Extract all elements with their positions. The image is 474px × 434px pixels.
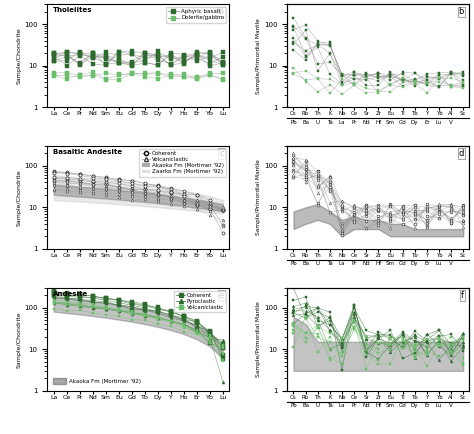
Legend: Aphyric basalt, Dolerite/gabbro: Aphyric basalt, Dolerite/gabbro: [165, 7, 227, 23]
Text: Akaoka Fm (Mortimer '92): Akaoka Fm (Mortimer '92): [69, 379, 141, 384]
Text: e: e: [219, 291, 224, 300]
Text: Tholeiites: Tholeiites: [53, 7, 92, 13]
Text: Andesite: Andesite: [53, 291, 88, 297]
Text: b: b: [458, 7, 464, 16]
Text: a: a: [219, 7, 224, 16]
Legend: Coherent, Pyroclastic, Volcaniclastic: Coherent, Pyroclastic, Volcaniclastic: [174, 291, 227, 312]
Y-axis label: Sample/Chondrite: Sample/Chondrite: [17, 311, 21, 368]
Y-axis label: Sample/Primordial Mantle: Sample/Primordial Mantle: [256, 301, 262, 377]
Text: Basaltic Andesite: Basaltic Andesite: [53, 149, 122, 155]
Y-axis label: Sample/Primordial Mantle: Sample/Primordial Mantle: [256, 160, 262, 235]
Text: d: d: [458, 149, 464, 158]
Y-axis label: Sample/Primordial Mantle: Sample/Primordial Mantle: [256, 18, 262, 94]
Y-axis label: Sample/Chondrite: Sample/Chondrite: [17, 169, 21, 226]
Text: c: c: [219, 149, 224, 158]
Bar: [53, 378, 65, 385]
Y-axis label: Sample/Chondrite: Sample/Chondrite: [17, 27, 21, 84]
Text: f: f: [461, 291, 464, 300]
Legend: Coherent, Volcaniclastic, Akaoka Fm (Mortimer '92), Zaarko Fm (Mortimer '92): Coherent, Volcaniclastic, Akaoka Fm (Mor…: [139, 149, 227, 177]
